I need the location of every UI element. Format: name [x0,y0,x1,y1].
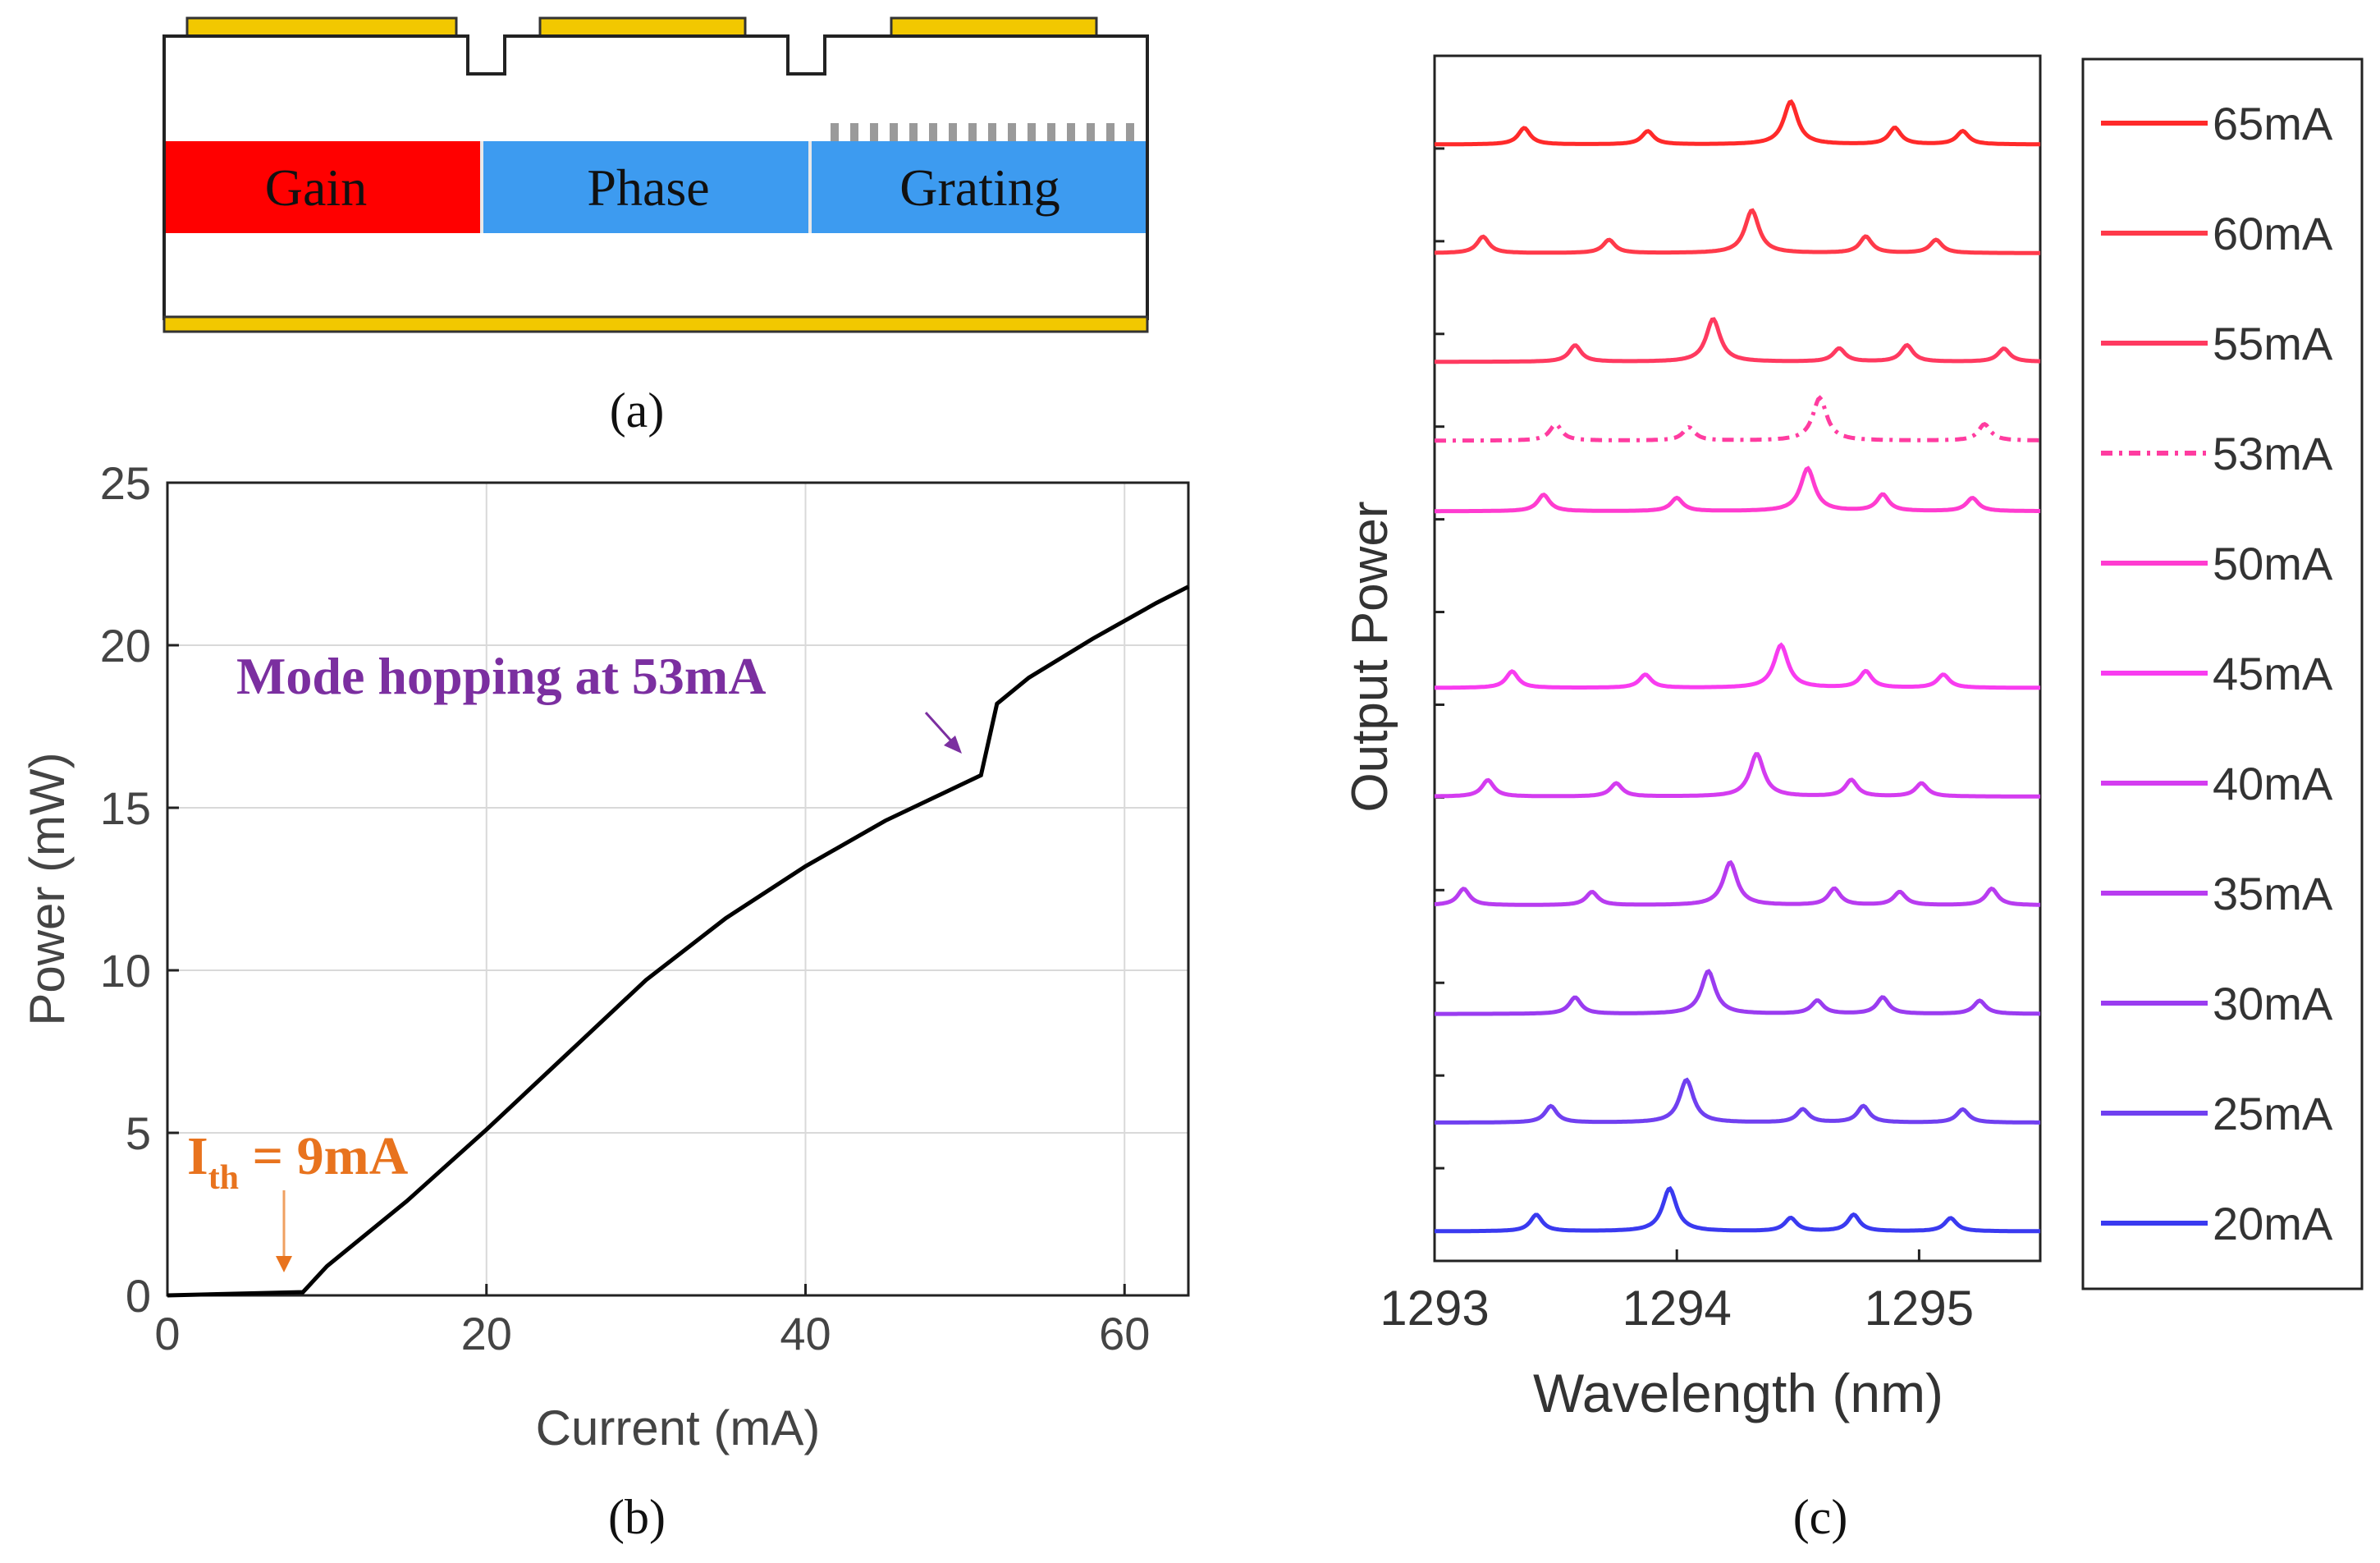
grating-teeth [831,123,1134,141]
section-label-phase: Phase [587,158,709,217]
x-tick-label: 1293 [1380,1281,1489,1336]
legend-label-50mA: 50mA [2213,538,2333,589]
legend-label-53mA: 53mA [2213,428,2333,479]
spectrum-line-40mA [1434,752,2040,799]
legend-label-30mA: 30mA [2213,978,2333,1029]
y-tick-label: 20 [100,620,151,671]
threshold-value: = 9mA [239,1126,409,1186]
plot-frame [1433,54,2042,1263]
spectrum-line-20mA [1435,1185,2040,1234]
legend-label-25mA: 25mA [2213,1088,2333,1139]
caption-a: (a) [610,383,665,438]
y-tick-label: 5 [126,1107,151,1159]
x-tick-label: 1295 [1865,1281,1974,1336]
legend-label-40mA: 40mA [2213,758,2333,809]
threshold-symbol: I [187,1126,208,1186]
spectrum-line-25mA [1435,1077,2040,1125]
x-axis-label: Current (mA) [536,1400,821,1455]
y-axis-label: Output Power [1342,501,1398,812]
y-tick-label: 15 [100,782,151,834]
spectrum-line-30mA [1435,969,2040,1016]
spectrum-line-50mA [1435,465,2040,514]
arrowhead-mode-hop [944,736,962,754]
y-tick-label: 10 [100,945,151,997]
section-label-grating: Grating [899,158,1060,217]
spectrum-line-60mA [1435,208,2040,255]
legend-label-65mA: 65mA [2213,98,2333,149]
x-tick-label: 1294 [1622,1281,1731,1336]
top-contact-gain [185,16,458,38]
legend-label-55mA: 55mA [2213,318,2333,369]
section-label-gain: Gain [265,158,367,217]
plot-frame [166,481,1190,1297]
panel-b-li-chart: 0 20 40 60 0 5 10 15 20 25 Current (mA) Power (mW… [20,457,1190,1544]
section-grating [811,141,1146,233]
top-contact-phase [538,16,747,38]
spectrum-line-45mA [1435,642,2040,690]
spectrum-line-65mA [1435,99,2040,147]
threshold-subscript: th [208,1159,239,1197]
axis-ticks: 0 20 40 60 0 5 10 15 20 25 [100,457,1151,1359]
x-tick-label: 40 [780,1308,831,1359]
arrowhead-threshold [276,1256,292,1272]
legend: 65mA 60mA 55mA 53mA 50mA 45mA 40mA 35mA 30mA 25mA… [2101,98,2333,1249]
y-tick-label: 0 [126,1270,151,1322]
annotation-mode-hopping: Mode hopping at 53mA [236,647,766,705]
spectrum-line-55mA [1435,317,2041,364]
legend-label-45mA: 45mA [2213,648,2333,699]
bottom-contact [162,315,1149,333]
legend-label-60mA: 60mA [2213,208,2333,259]
legend-label-20mA: 20mA [2213,1198,2333,1249]
annotation-threshold: Ith = 9mA [187,1126,409,1197]
x-axis-label: Wavelength (nm) [1533,1363,1943,1423]
grid-lines [167,483,1188,1295]
spectra-lines [1434,99,2041,1234]
x-tick-label: 0 [154,1308,180,1359]
spectrum-line-35mA [1434,859,2040,907]
spectrum-line-53mA [1435,395,2040,443]
y-axis-label: Power (mW) [20,752,75,1025]
panel-c-spectra-chart: 1293 1294 1295 Wavelength (nm) Output Powe… [1342,54,2364,1544]
caption-c: (c) [1793,1490,1848,1544]
x-tick-label: 60 [1099,1308,1150,1359]
caption-b: (b) [608,1490,666,1544]
series-line-li [167,584,1190,1298]
section-phase [483,141,809,233]
panel-a-schematic: Gain Phase Grating (a) [162,16,1149,438]
axis-ticks: 1293 1294 1295 [1380,147,1974,1336]
section-gain [166,141,483,233]
legend-label-35mA: 35mA [2213,868,2333,919]
x-tick-label: 20 [461,1308,512,1359]
y-tick-label: 25 [100,457,151,509]
top-contact-grating [890,16,1098,38]
